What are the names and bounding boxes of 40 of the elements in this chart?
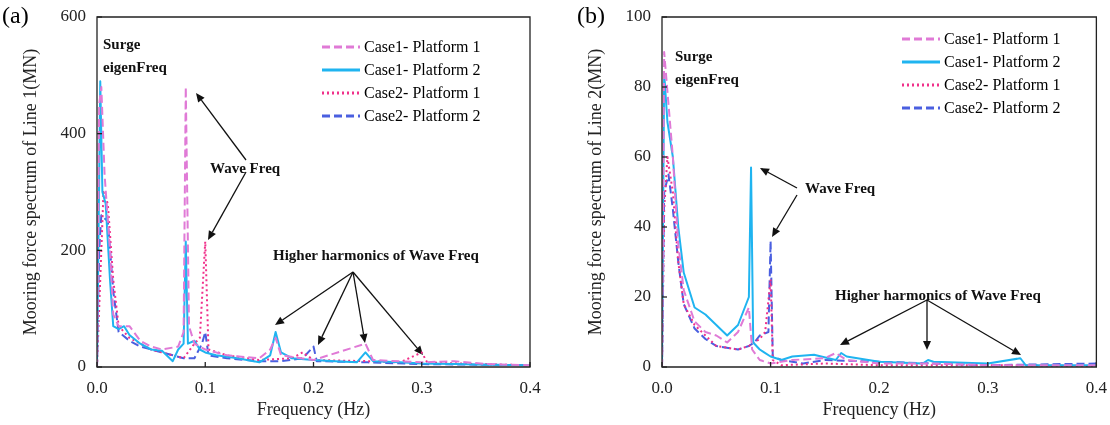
y-tick-label: 100 xyxy=(625,6,651,26)
legend-label: Case2- Platform 2 xyxy=(944,98,1061,117)
annotation: Surge eigenFreq xyxy=(675,47,740,89)
y-tick-label: 40 xyxy=(634,216,651,236)
x-axis-title: Frequency (Hz) xyxy=(822,398,936,420)
legend-label: Case1- Platform 1 xyxy=(364,37,481,56)
y-tick-label: 0 xyxy=(642,356,651,376)
text: (a) xyxy=(2,2,29,29)
x-axis-title: Frequency (Hz) xyxy=(256,398,371,420)
x-tick-label: 0.0 xyxy=(651,377,673,397)
y-tick-label: 20 xyxy=(634,286,651,306)
text: (b) xyxy=(577,2,605,29)
y-tick-label: 400 xyxy=(60,123,86,143)
legend-label: Case2- Platform 2 xyxy=(364,106,481,125)
y-tick-label: 0 xyxy=(77,356,86,376)
x-tick-label: 0.1 xyxy=(759,377,782,397)
x-tick-label: 0.0 xyxy=(86,377,108,397)
annotation: Wave Freq xyxy=(210,160,281,177)
y-axis-title: Mooring force spectrum of Line 2(MN) xyxy=(584,48,606,336)
legend-label: Case1- Platform 2 xyxy=(944,52,1061,71)
annotation: Higher harmonics of Wave Freq xyxy=(835,287,1041,304)
x-tick-label: 0.2 xyxy=(868,377,890,397)
x-tick-label: 0.4 xyxy=(519,377,542,397)
x-tick-label: 0.3 xyxy=(977,377,999,397)
x-tick-label: 0.3 xyxy=(411,377,433,397)
legend-label: Case1- Platform 2 xyxy=(364,60,481,79)
annotation: Higher harmonics of Wave Freq xyxy=(273,247,479,264)
legend-label: Case2- Platform 1 xyxy=(364,83,481,102)
y-axis-title: Mooring force spectrum of Line 1(MN) xyxy=(19,48,41,336)
y-tick-label: 60 xyxy=(634,146,651,166)
x-tick-label: 0.2 xyxy=(302,377,325,397)
y-tick-label: 200 xyxy=(60,239,86,259)
legend-label: Case2- Platform 1 xyxy=(944,75,1061,94)
x-tick-label: 0.4 xyxy=(1085,377,1108,397)
annotation: Wave Freq xyxy=(805,180,876,197)
y-tick-label: 600 xyxy=(60,6,86,26)
annotation: Surge eigenFreq xyxy=(103,35,168,77)
x-tick-label: 0.1 xyxy=(194,377,216,397)
legend-label: Case1- Platform 1 xyxy=(944,29,1061,48)
y-tick-label: 80 xyxy=(634,76,651,96)
